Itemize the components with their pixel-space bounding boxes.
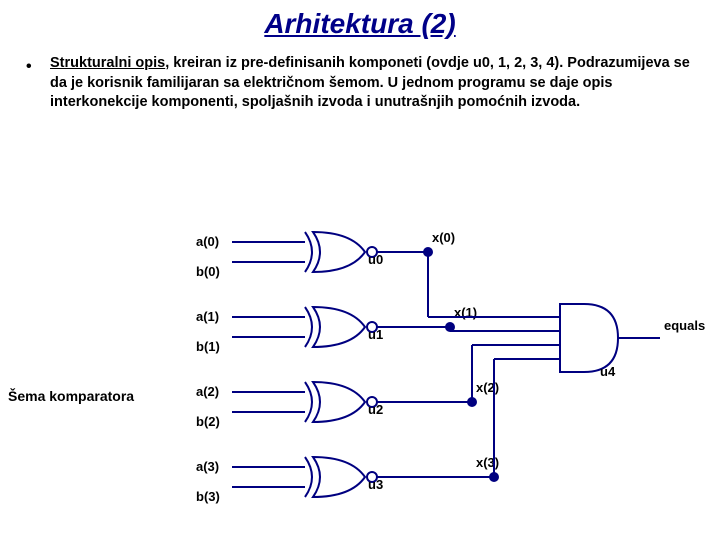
label-b2: b(2) (196, 414, 220, 429)
label-a3: a(3) (196, 459, 219, 474)
label-x3: x(3) (476, 455, 499, 470)
label-x2: x(2) (476, 380, 499, 395)
label-equals: equals (664, 318, 705, 333)
label-b1: b(1) (196, 339, 220, 354)
label-u0: u0 (368, 252, 383, 267)
xnor-u3: a(3) b(3) u3 x(3) (196, 455, 499, 504)
label-b3: b(3) (196, 489, 220, 504)
label-a0: a(0) (196, 234, 219, 249)
label-b0: b(0) (196, 264, 220, 279)
and-u4: u4 equals (560, 304, 705, 379)
label-u4: u4 (600, 364, 616, 379)
label-x0: x(0) (432, 230, 455, 245)
label-a2: a(2) (196, 384, 219, 399)
label-a1: a(1) (196, 309, 219, 324)
circuit-diagram: a(0) b(0) u0 x(0) a(1) b(1) u1 x(1) a(2)… (0, 8, 720, 548)
label-u2: u2 (368, 402, 383, 417)
xnor-u2: a(2) b(2) u2 x(2) (196, 380, 499, 429)
xnor-u0: a(0) b(0) u0 x(0) (196, 230, 455, 279)
xnor-u1: a(1) b(1) u1 x(1) (196, 305, 477, 354)
label-u1: u1 (368, 327, 383, 342)
label-u3: u3 (368, 477, 383, 492)
